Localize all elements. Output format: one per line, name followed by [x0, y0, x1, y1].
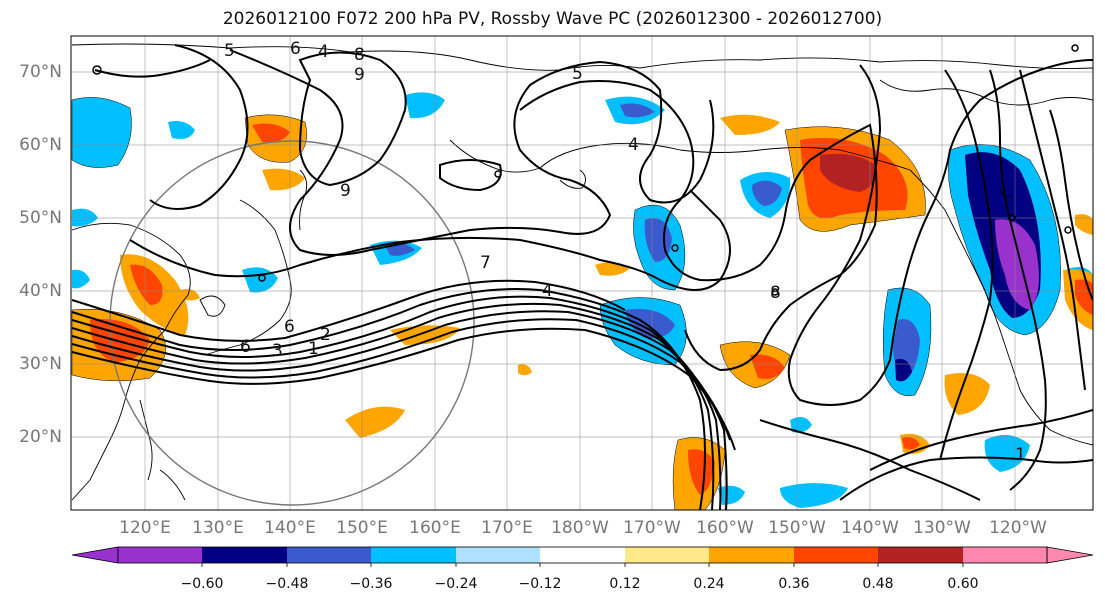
colorbar-swatch — [202, 547, 287, 563]
colorbar-tick-label: −0.60 — [180, 576, 224, 592]
colorbar-swatch — [118, 547, 202, 563]
contour-label: 6 — [284, 317, 295, 337]
contour-label: 9 — [354, 65, 365, 85]
pv-contours — [71, 44, 1093, 510]
lon-label: 120°W — [989, 518, 1047, 538]
contour-markers — [92, 44, 1079, 296]
contour-label: 1 — [1015, 445, 1026, 465]
contour-label-group: 5 6 4 8 9 7 4 2 1 3 6 5 4 1 9 8 6 — [224, 39, 1026, 465]
contour-label: 5 — [572, 64, 583, 84]
lon-label: 180°W — [551, 518, 609, 538]
colorbar-extend-low — [71, 546, 119, 564]
contour-label: 6 — [290, 39, 301, 59]
colorbar-swatch — [625, 547, 709, 563]
lon-label: 160°E — [409, 518, 461, 538]
colorbar-tick-label: −0.24 — [434, 576, 478, 592]
colorbar-swatch — [709, 547, 794, 563]
contour-label: 7 — [480, 253, 491, 273]
colorbar-tick-label: −0.12 — [518, 576, 562, 592]
lat-label-70n: 70°N — [19, 62, 62, 82]
contour-label: 5 — [224, 41, 235, 61]
lon-label: 170°W — [623, 518, 681, 538]
lon-label: 120°E — [119, 518, 171, 538]
contour-label: 3 — [272, 341, 283, 361]
lat-label-30n: 30°N — [19, 354, 62, 374]
lat-label-60n: 60°N — [19, 135, 62, 155]
contour-label: 8 — [354, 45, 365, 65]
lat-label-20n: 20°N — [19, 427, 62, 447]
colorbar-tick-label: 0.48 — [862, 576, 894, 592]
colorbar-swatch — [287, 547, 371, 563]
colorbar-swatch — [456, 547, 540, 563]
colorbar-tick-label: 0.24 — [693, 576, 725, 592]
colorbar-tick-label: 0.12 — [609, 576, 641, 592]
contour-label: 4 — [628, 135, 639, 155]
colorbar-swatch — [963, 547, 1047, 563]
contour-label: 4 — [318, 42, 329, 62]
lon-label: 150°W — [768, 518, 826, 538]
lat-label-40n: 40°N — [19, 281, 62, 301]
colorbar-swatch — [371, 547, 456, 563]
contour-label: 8 — [770, 283, 781, 303]
colorbar-extend-high — [1046, 546, 1094, 564]
colorbar-swatch — [540, 547, 625, 563]
map-border — [70, 35, 1094, 511]
contour-label: 1 — [308, 339, 319, 359]
colorbar-tick-label: −0.48 — [265, 576, 309, 592]
colorbar — [71, 546, 1094, 567]
lon-label: 140°W — [841, 518, 899, 538]
map-title: 2026012100 F072 200 hPa PV, Rossby Wave … — [222, 9, 883, 29]
colorbar-swatch — [878, 547, 963, 563]
lon-label: 150°E — [336, 518, 388, 538]
contour-label: 2 — [320, 325, 331, 345]
lon-label: 160°W — [696, 518, 754, 538]
lon-label: 130°W — [913, 518, 971, 538]
lon-label: 140°E — [264, 518, 316, 538]
lon-label: 130°E — [192, 518, 244, 538]
contour-label: 9 — [340, 181, 351, 201]
colorbar-tick-label: 0.36 — [778, 576, 810, 592]
map-frame — [71, 36, 1093, 510]
colorbar-tick-label: 0.60 — [947, 576, 979, 592]
colorbar-swatch — [794, 547, 878, 563]
lon-label: 170°E — [481, 518, 533, 538]
colorbar-tick-label: −0.36 — [349, 576, 393, 592]
lat-label-50n: 50°N — [19, 208, 62, 228]
contour-label: 4 — [542, 281, 553, 301]
contour-label: 6 — [240, 337, 251, 357]
